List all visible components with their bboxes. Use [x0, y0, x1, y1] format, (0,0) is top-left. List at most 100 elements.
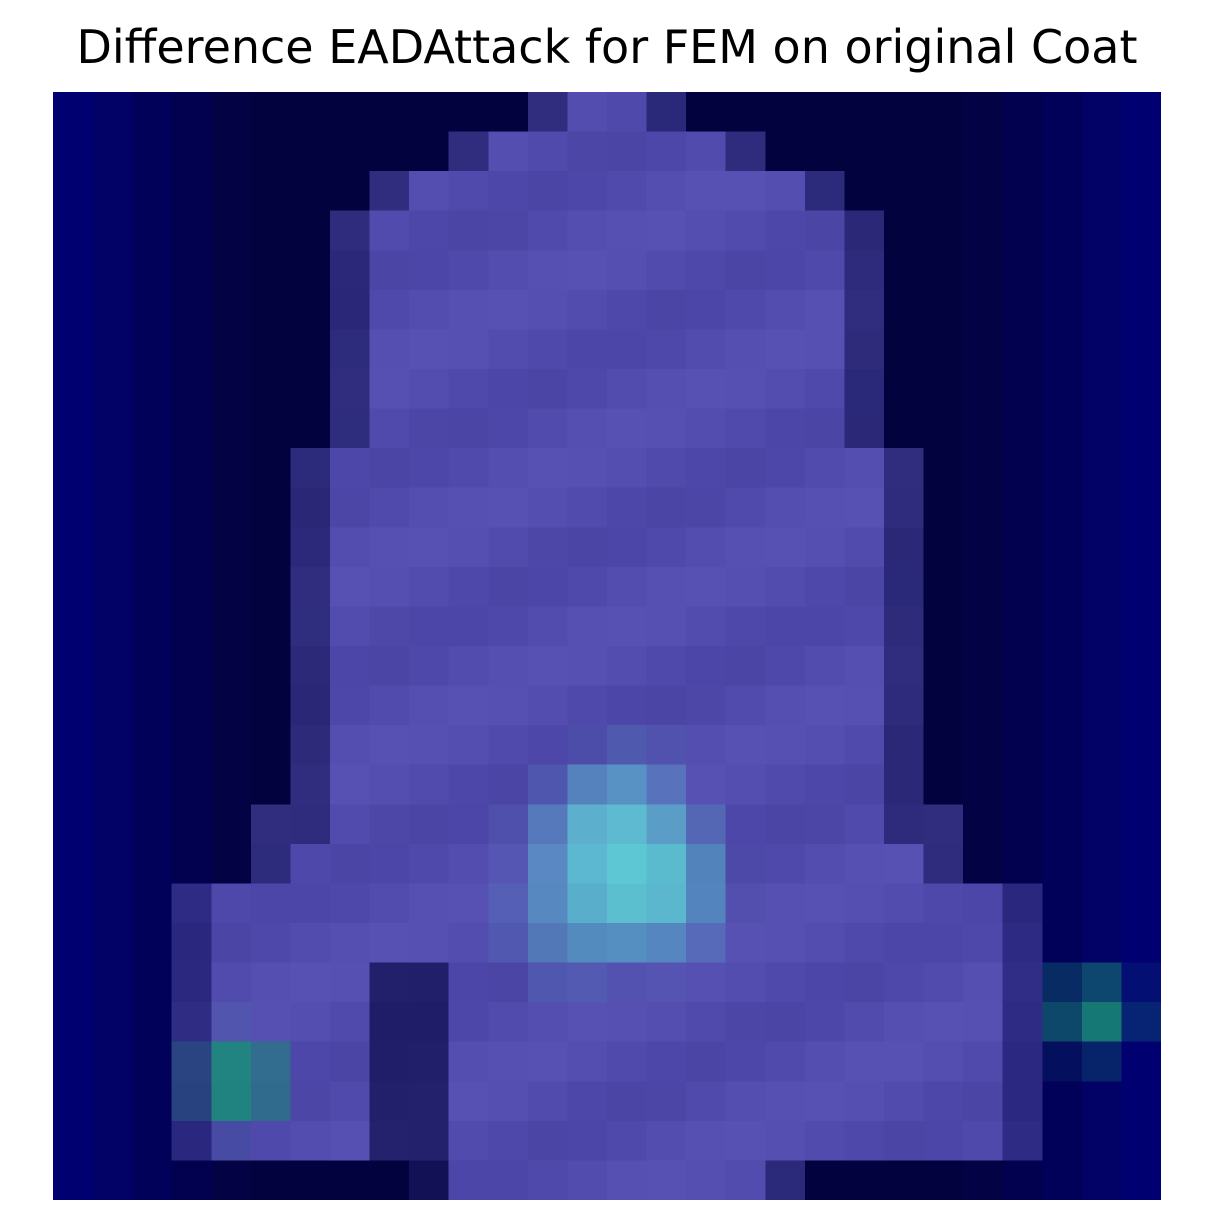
heatmap-pixel [250, 725, 292, 766]
heatmap-pixel [646, 369, 687, 410]
heatmap-pixel [250, 131, 292, 172]
heatmap-pixel [1121, 883, 1161, 924]
heatmap-pixel [1002, 408, 1044, 449]
heatmap-pixel [844, 962, 885, 1003]
heatmap-pixel [527, 1120, 569, 1162]
heatmap-pixel [1121, 250, 1161, 291]
heatmap-pixel [607, 1120, 648, 1162]
heatmap-pixel [686, 1002, 727, 1043]
heatmap-pixel [1042, 646, 1083, 687]
heatmap-pixel [686, 131, 727, 172]
heatmap-pixel [171, 883, 213, 924]
heatmap-pixel [488, 448, 529, 489]
heatmap-pixel [527, 289, 569, 331]
heatmap-pixel [290, 843, 331, 885]
heatmap-pixel [963, 1120, 1004, 1162]
heatmap-pixel [804, 250, 846, 291]
heatmap-pixel [686, 92, 727, 133]
heatmap-pixel [725, 962, 767, 1003]
heatmap-pixel [1121, 210, 1161, 252]
heatmap-pixel [725, 685, 767, 726]
heatmap-pixel [1121, 1160, 1161, 1200]
heatmap-pixel [646, 606, 687, 647]
heatmap-pixel [290, 487, 331, 529]
heatmap-pixel [844, 883, 885, 924]
heatmap-pixel [1002, 1160, 1044, 1200]
heatmap-pixel [607, 131, 648, 172]
heatmap-pixel [844, 408, 885, 449]
heatmap-pixel [527, 131, 569, 172]
heatmap-pixel [686, 329, 727, 370]
heatmap-pixel [330, 487, 371, 529]
heatmap-pixel [963, 329, 1004, 370]
heatmap-pixel [250, 962, 292, 1003]
heatmap-pixel [725, 1160, 767, 1200]
heatmap-pixel [646, 804, 687, 845]
heatmap-pixel [132, 566, 173, 608]
heatmap-pixel [488, 962, 529, 1003]
heatmap-pixel [211, 883, 252, 924]
heatmap-pixel [884, 210, 925, 252]
heatmap-pixel [211, 369, 252, 410]
heatmap-pixel [1002, 923, 1044, 964]
heatmap-pixel [725, 369, 767, 410]
heatmap-pixel [53, 250, 94, 291]
heatmap-pixel [369, 764, 410, 806]
heatmap-pixel [290, 329, 331, 370]
heatmap-pixel [171, 1041, 213, 1083]
heatmap-pixel [963, 448, 1004, 489]
heatmap-pixel [53, 131, 94, 172]
heatmap-pixel [369, 408, 410, 449]
heatmap-pixel [171, 131, 213, 172]
heatmap-pixel [765, 369, 806, 410]
heatmap-pixel [844, 171, 885, 212]
heatmap-pixel [250, 566, 292, 608]
heatmap-pixel [607, 210, 648, 252]
heatmap-pixel [1081, 1041, 1123, 1083]
heatmap-pixel [211, 171, 252, 212]
heatmap-pixel [448, 685, 490, 726]
heatmap-pixel [607, 1041, 648, 1083]
heatmap-pixel [250, 1160, 292, 1200]
heatmap-pixel [1002, 725, 1044, 766]
heatmap-pixel [488, 1081, 529, 1122]
heatmap-pixel [686, 804, 727, 845]
heatmap-pixel [488, 289, 529, 331]
heatmap-pixel [92, 764, 133, 806]
heatmap-pixel [646, 962, 687, 1003]
heatmap-pixel [804, 962, 846, 1003]
heatmap-pixel [290, 606, 331, 647]
heatmap-pixel [1121, 131, 1161, 172]
heatmap-pixel [330, 923, 371, 964]
heatmap-pixel [369, 566, 410, 608]
heatmap-pixel [527, 646, 569, 687]
heatmap-pixel [171, 685, 213, 726]
heatmap-pixel [448, 606, 490, 647]
heatmap-pixel [92, 685, 133, 726]
heatmap-pixel [290, 646, 331, 687]
heatmap-pixel [725, 1002, 767, 1043]
heatmap-pixel [1121, 1041, 1161, 1083]
heatmap-pixel [765, 804, 806, 845]
figure-title: Difference EADAttack for FEM on original… [76, 20, 1138, 74]
heatmap-pixel [250, 1041, 292, 1083]
heatmap-pixel [171, 843, 213, 885]
heatmap-pixel [844, 606, 885, 647]
heatmap-pixel [1121, 1002, 1161, 1043]
heatmap-pixel [804, 685, 846, 726]
heatmap-pixel [844, 448, 885, 489]
heatmap-pixel [330, 725, 371, 766]
heatmap-pixel [844, 1160, 885, 1200]
heatmap-pixel [53, 646, 94, 687]
heatmap-pixel [1042, 131, 1083, 172]
heatmap-pixel [1081, 487, 1123, 529]
heatmap-pixel [527, 92, 569, 133]
heatmap-pixel [567, 725, 608, 766]
heatmap-pixel [527, 1160, 569, 1200]
heatmap-pixel [844, 329, 885, 370]
heatmap-pixel [686, 923, 727, 964]
heatmap-pixel [488, 1120, 529, 1162]
heatmap-pixel [171, 804, 213, 845]
heatmap-pixel [171, 1081, 213, 1122]
heatmap-pixel [1042, 408, 1083, 449]
